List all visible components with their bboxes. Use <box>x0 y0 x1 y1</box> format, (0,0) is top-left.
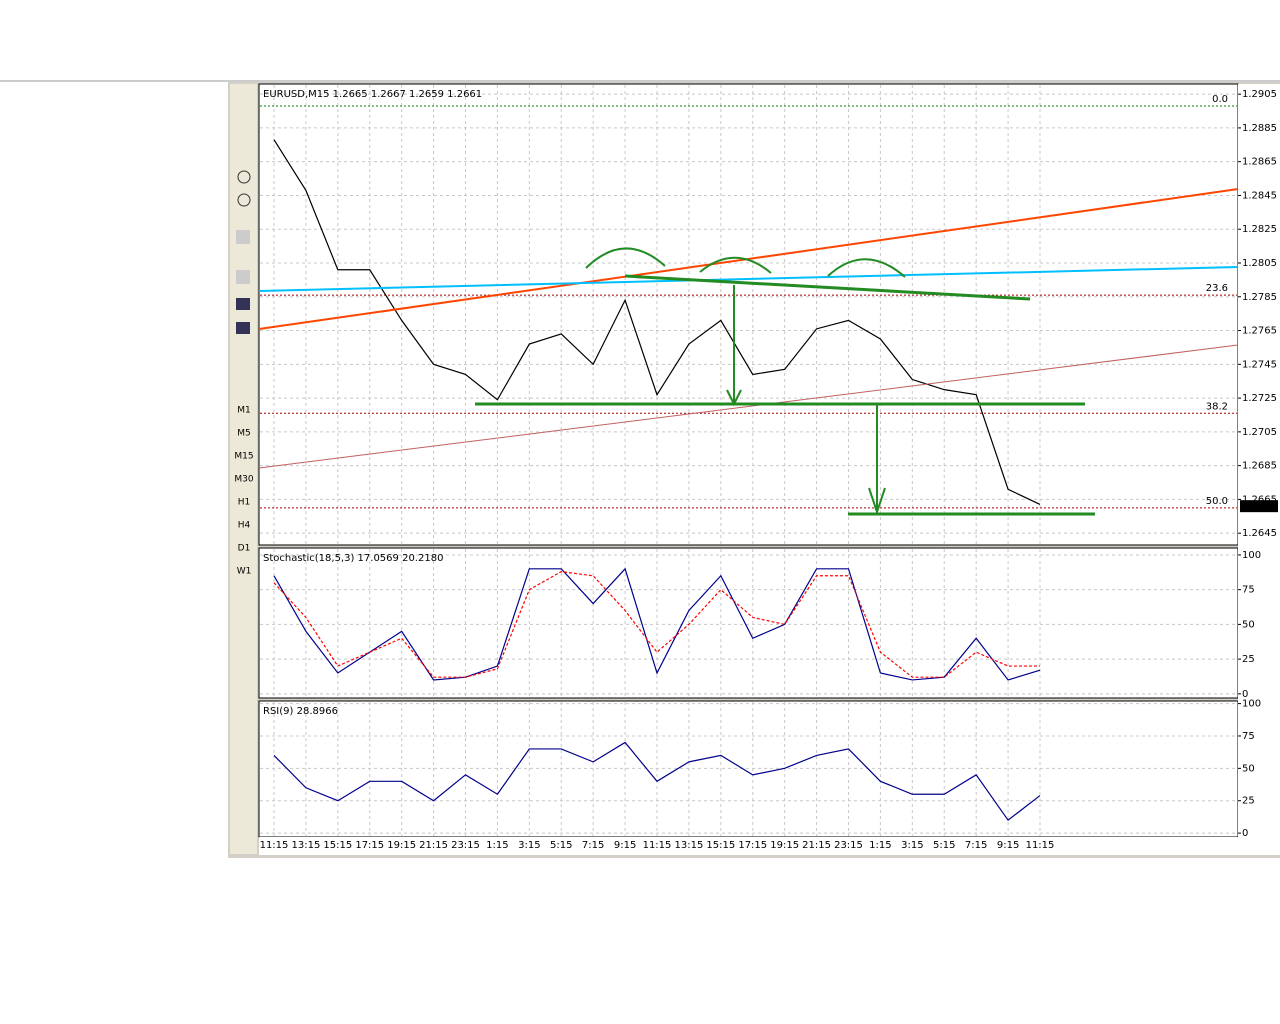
y-tick-label: 1.2805 <box>1242 258 1277 269</box>
y-tick-label: 1.2645 <box>1242 528 1277 539</box>
panel-title: Stochastic(18,5,3) 17.0569 20.2180 <box>263 553 443 564</box>
fibo-label: 38.2 <box>1206 401 1228 412</box>
timeframe-button[interactable]: W1 <box>237 567 252 577</box>
neckline <box>624 274 1031 301</box>
timeframe-button[interactable]: M1 <box>237 406 251 416</box>
x-tick-label: 1:15 <box>486 840 508 851</box>
shoulder-arc <box>585 247 666 269</box>
x-tick-label: 19:15 <box>387 840 416 851</box>
x-tick-label: 21:15 <box>802 840 831 851</box>
y-tick-label: 100 <box>1242 550 1261 561</box>
tool-icons <box>236 170 251 334</box>
y-tick-label: 75 <box>1242 731 1255 742</box>
zoom-out[interactable] <box>237 193 251 207</box>
fibo-label: 23.6 <box>1206 283 1228 294</box>
x-tick-label: 7:15 <box>965 840 987 851</box>
rsi-panel <box>258 700 1239 838</box>
y-tick-label: 1.2785 <box>1242 292 1277 303</box>
timeframe-button[interactable]: D1 <box>238 544 251 554</box>
channel-line <box>258 344 1239 469</box>
fibo-label: 0.0 <box>1212 94 1228 105</box>
y-tick-label: 25 <box>1242 796 1255 807</box>
y-tick-label: 1.2665 <box>1242 494 1277 505</box>
x-tick-label: 9:15 <box>614 840 636 851</box>
y-tick-label: 1.2705 <box>1242 427 1277 438</box>
y-tick-label: 1.2725 <box>1242 393 1277 404</box>
shoulder-arc <box>827 258 906 278</box>
x-tick-label: 19:15 <box>770 840 799 851</box>
stochastic-panel <box>258 547 1239 699</box>
y-tick-label: 1.2825 <box>1242 224 1277 235</box>
panel-layer <box>260 549 1237 697</box>
y-tick-label: 1.2745 <box>1242 359 1277 370</box>
x-tick-label: 13:15 <box>675 840 704 851</box>
x-tick-label: 5:15 <box>933 840 955 851</box>
drawings <box>258 188 1239 516</box>
price-scale <box>1238 84 1280 837</box>
x-tick-label: 17:15 <box>738 840 767 851</box>
x-tick-label: 11:15 <box>1026 840 1055 851</box>
arrow-head <box>726 389 742 407</box>
x-tick-label: 21:15 <box>419 840 448 851</box>
y-tick-label: 0 <box>1242 689 1248 700</box>
panel-title: RSI(9) 28.8966 <box>263 706 338 717</box>
y-tick-label: 1.2845 <box>1242 190 1277 201</box>
timeframe-button[interactable]: M5 <box>237 429 251 439</box>
last-price-label: 1.2661 <box>1242 501 1277 512</box>
x-tick-label: 3:15 <box>901 840 923 851</box>
x-tick-label: 1:15 <box>869 840 891 851</box>
fibo-label: 50.0 <box>1206 496 1228 507</box>
tool-icon[interactable] <box>236 230 250 244</box>
x-tick-label: 3:15 <box>518 840 540 851</box>
y-tick-label: 0 <box>1242 828 1248 839</box>
price-panel <box>258 83 1239 546</box>
panel-title: EURUSD,M15 1.2665 1.2667 1.2659 1.2661 <box>263 89 482 100</box>
series-line <box>273 567 1041 681</box>
series-line <box>273 570 1040 678</box>
tool-icon[interactable] <box>236 322 250 334</box>
x-tick-label: 23:15 <box>834 840 863 851</box>
series-line <box>273 741 1041 822</box>
tool-icon[interactable] <box>236 298 250 310</box>
time-scale <box>259 837 1280 855</box>
arrow-head <box>868 487 886 516</box>
series-line <box>273 139 1041 506</box>
y-tick-label: 1.2765 <box>1242 326 1277 337</box>
x-tick-label: 5:15 <box>550 840 572 851</box>
trend-line <box>258 266 1239 292</box>
x-tick-label: 17:15 <box>355 840 384 851</box>
x-tick-label: 11:15 <box>260 840 289 851</box>
zoom-in[interactable] <box>237 170 251 184</box>
x-tick-label: 13:15 <box>292 840 321 851</box>
panel-layer <box>260 702 1237 836</box>
y-tick-label: 50 <box>1242 619 1255 630</box>
y-tick-label: 100 <box>1242 699 1261 710</box>
timeframe-button[interactable]: H4 <box>238 521 251 531</box>
x-tick-label: 7:15 <box>582 840 604 851</box>
x-tick-label: 9:15 <box>997 840 1019 851</box>
toolbar <box>230 84 257 854</box>
last-price-box <box>1240 500 1278 513</box>
y-tick-label: 1.2865 <box>1242 157 1277 168</box>
y-tick-label: 75 <box>1242 585 1255 596</box>
tool-icon[interactable] <box>236 270 250 284</box>
y-tick-label: 50 <box>1242 763 1255 774</box>
head-arc <box>699 256 772 274</box>
timeframe-button[interactable]: M15 <box>234 452 253 462</box>
panel-layer <box>260 85 1237 544</box>
x-tick-label: 11:15 <box>643 840 672 851</box>
timeframe-button[interactable]: M30 <box>234 475 253 485</box>
x-tick-label: 23:15 <box>451 840 480 851</box>
y-tick-label: 1.2905 <box>1242 89 1277 100</box>
x-tick-label: 15:15 <box>323 840 352 851</box>
timeframe-button[interactable]: H1 <box>238 498 251 508</box>
y-tick-label: 25 <box>1242 654 1255 665</box>
y-tick-label: 1.2685 <box>1242 461 1277 472</box>
y-tick-label: 1.2885 <box>1242 123 1277 134</box>
x-tick-label: 15:15 <box>706 840 735 851</box>
